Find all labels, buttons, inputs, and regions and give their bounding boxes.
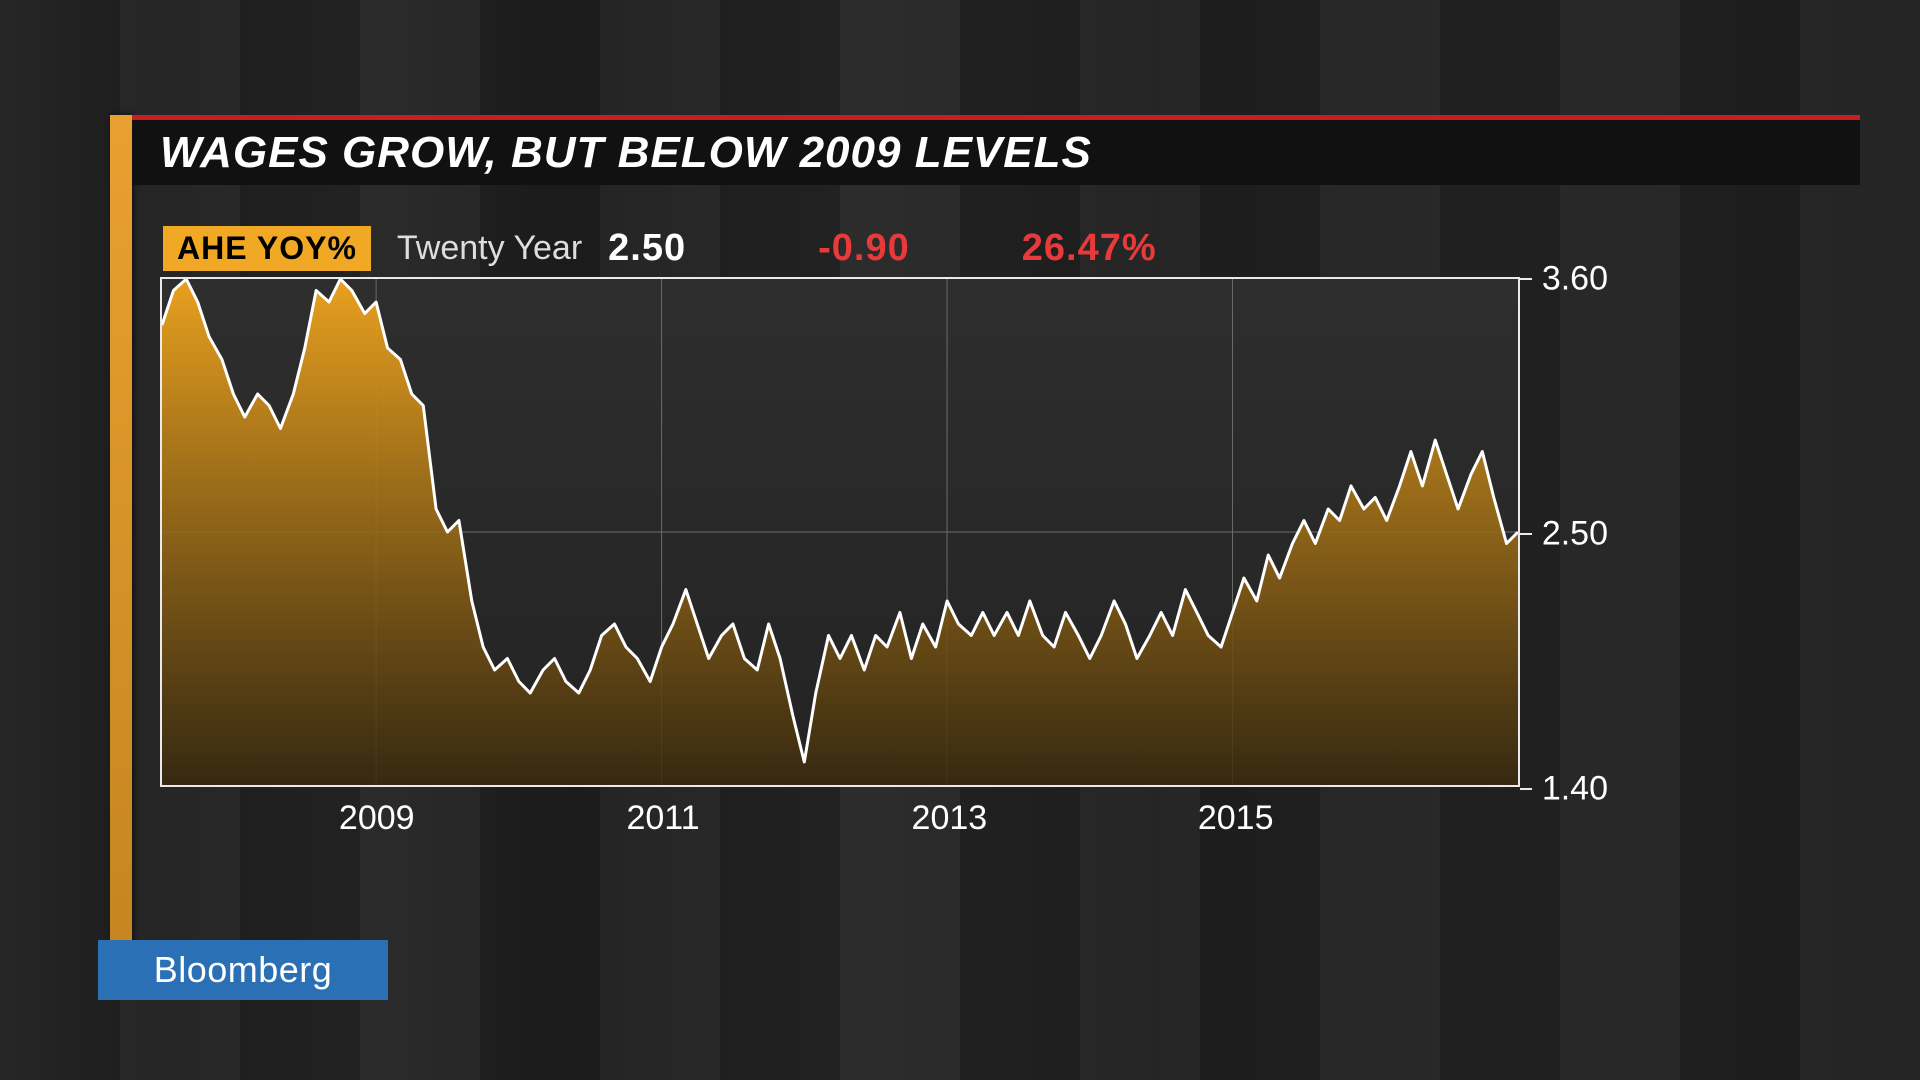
brand-logo: Bloomberg — [98, 940, 388, 1000]
brand-text: Bloomberg — [154, 949, 333, 991]
change-value: -0.90 — [818, 227, 910, 270]
accent-bar — [110, 115, 132, 975]
series-badge: AHE YOY% — [163, 226, 371, 271]
plot-area: 1.402.503.60 2009201120132015 — [160, 277, 1520, 787]
y-tick-label: 1.40 — [1542, 770, 1608, 809]
area-chart — [162, 279, 1518, 785]
chart-panel: AHE YOY% Twenty Year 2.50 -0.90 26.47% 1… — [160, 225, 1680, 845]
x-tick-label: 2011 — [626, 799, 699, 838]
y-tick-label: 3.60 — [1542, 260, 1608, 299]
title-bar: WAGES GROW, BUT BELOW 2009 LEVELS — [132, 115, 1860, 185]
x-tick-label: 2009 — [339, 799, 415, 838]
stats-row: AHE YOY% Twenty Year 2.50 -0.90 26.47% — [160, 225, 1680, 271]
change-pct: 26.47% — [1022, 227, 1157, 270]
headline: WAGES GROW, BUT BELOW 2009 LEVELS — [160, 128, 1092, 178]
x-tick-label: 2015 — [1198, 799, 1274, 838]
period-label: Twenty Year — [397, 229, 582, 268]
current-value: 2.50 — [608, 227, 686, 270]
y-tick-label: 2.50 — [1542, 515, 1608, 554]
x-tick-label: 2013 — [912, 799, 988, 838]
